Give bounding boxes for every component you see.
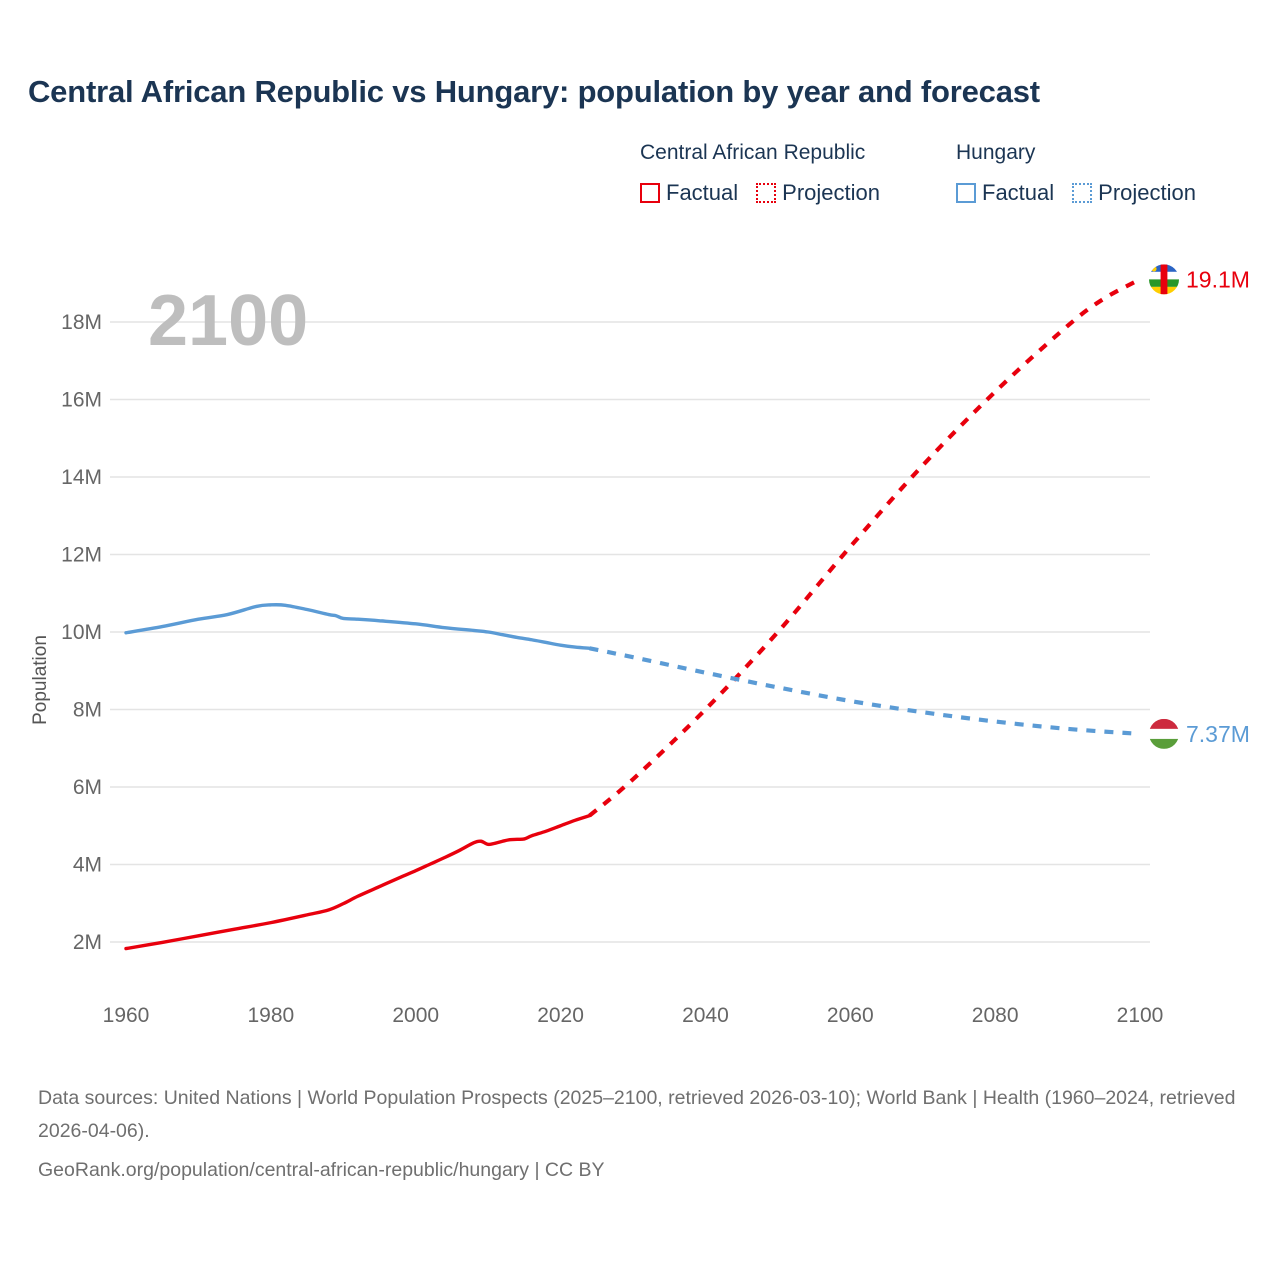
series-line-central-african-republic-projection bbox=[588, 277, 1141, 818]
svg-text:2080: 2080 bbox=[972, 1004, 1019, 1027]
legend-item-hungary-projection[interactable]: Projection bbox=[1072, 180, 1196, 206]
endpoint-value-central-african-republic: 19.1M bbox=[1186, 266, 1250, 292]
flag-icon-central-african-republic bbox=[1149, 264, 1179, 295]
x-axis-tick-labels: 1960 1980 2000 2020 2040 2060 2080 2100 bbox=[103, 1004, 1164, 1027]
year-watermark: 2100 bbox=[148, 281, 308, 361]
svg-text:10M: 10M bbox=[61, 621, 102, 644]
legend-group-hungary: Hungary Factual Projection bbox=[956, 140, 1196, 206]
legend-item-hungary-factual[interactable]: Factual bbox=[956, 180, 1054, 206]
svg-text:2060: 2060 bbox=[827, 1004, 874, 1027]
chart-plot-area: 2M 4M 6M 8M 10M 12M 14M 16M 18M 1960 1980 2000 2020… bbox=[30, 264, 1250, 1027]
page-title: Central African Republic vs Hungary: pop… bbox=[28, 74, 1040, 109]
legend-label-hungary-factual: Factual bbox=[982, 180, 1055, 205]
svg-text:6M: 6M bbox=[73, 776, 102, 799]
svg-text:14M: 14M bbox=[61, 466, 102, 489]
legend-label-car-projection: Projection bbox=[782, 180, 880, 205]
series-line-hungary-projection bbox=[589, 646, 1141, 737]
legend-group-car: Central African Republic Factual Project… bbox=[640, 140, 956, 206]
svg-text:1980: 1980 bbox=[247, 1004, 294, 1027]
svg-text:16M: 16M bbox=[61, 389, 102, 412]
legend-group-car-title: Central African Republic bbox=[640, 141, 866, 164]
endpoint-marker-hungary: 7.37M bbox=[1149, 718, 1250, 749]
y-axis-tick-labels: 2M 4M 6M 8M 10M 12M 14M 16M 18M bbox=[61, 311, 102, 954]
footer-source-url[interactable]: GeoRank.org/population/central-african-r… bbox=[38, 1159, 605, 1181]
svg-text:2100: 2100 bbox=[1117, 1004, 1164, 1027]
gridlines bbox=[110, 321, 1150, 943]
svg-text:4M: 4M bbox=[73, 854, 102, 877]
svg-text:2000: 2000 bbox=[392, 1004, 439, 1027]
legend-label-hungary-projection: Projection bbox=[1098, 180, 1196, 205]
y-axis-title: Population bbox=[30, 635, 51, 725]
flag-icon-hungary bbox=[1149, 718, 1179, 749]
chart-legend: Central African Republic Factual Project… bbox=[640, 140, 1260, 206]
data-series bbox=[124, 277, 1141, 951]
legend-item-car-factual[interactable]: Factual bbox=[640, 180, 738, 206]
legend-swatch-hungary-projection-icon bbox=[1072, 183, 1093, 203]
svg-text:2020: 2020 bbox=[537, 1004, 584, 1027]
svg-text:2M: 2M bbox=[73, 931, 102, 954]
endpoint-markers: 19.1M 7.37M bbox=[1149, 264, 1250, 749]
svg-text:1960: 1960 bbox=[103, 1004, 150, 1027]
legend-swatch-car-factual-icon bbox=[640, 183, 660, 203]
footer-attribution: Data sources: United Nations | World Pop… bbox=[38, 1082, 1253, 1187]
svg-text:12M: 12M bbox=[61, 544, 102, 567]
legend-item-car-projection[interactable]: Projection bbox=[756, 180, 880, 206]
svg-text:18M: 18M bbox=[61, 311, 102, 334]
legend-group-hungary-title: Hungary bbox=[956, 141, 1036, 164]
endpoint-value-hungary: 7.37M bbox=[1186, 721, 1250, 747]
endpoint-marker-central-african-republic: 19.1M bbox=[1149, 264, 1250, 295]
legend-swatch-car-projection-icon bbox=[756, 183, 777, 203]
legend-swatch-hungary-factual-icon bbox=[956, 183, 976, 203]
svg-text:2040: 2040 bbox=[682, 1004, 729, 1027]
series-line-central-african-republic-factual bbox=[124, 813, 592, 951]
svg-text:8M: 8M bbox=[73, 699, 102, 722]
series-line-hungary-factual bbox=[124, 603, 592, 650]
legend-label-car-factual: Factual bbox=[666, 180, 739, 205]
footer-data-sources: Data sources: United Nations | World Pop… bbox=[38, 1087, 1236, 1142]
